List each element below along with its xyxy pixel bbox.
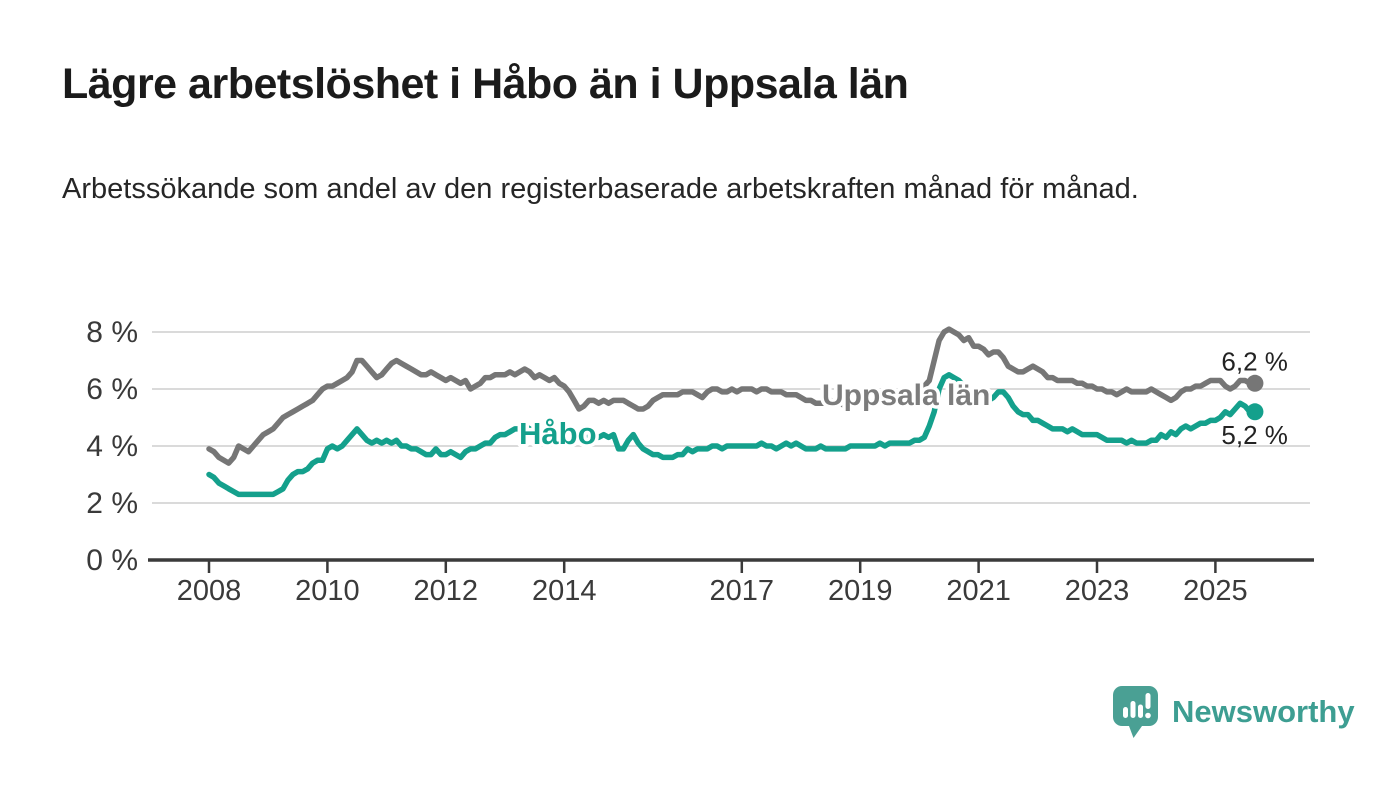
x-axis-tick-label: 2025 — [1183, 575, 1248, 607]
y-axis-label: 2 % — [86, 487, 138, 520]
uppsala-lan-end-dot — [1246, 374, 1264, 392]
habo-inline-label: Håbo — [519, 416, 597, 451]
uppsala-lan-line — [206, 326, 1253, 466]
x-axis-tick-label: 2017 — [710, 575, 775, 607]
habo-line — [206, 372, 1253, 498]
page-title: Lägre arbetslöshet i Håbo än i Uppsala l… — [62, 60, 909, 108]
x-axis-tick-label: 2008 — [177, 575, 242, 607]
habo-end-dot — [1246, 403, 1264, 421]
x-axis-tick-label: 2010 — [295, 575, 360, 607]
y-axis-label: 8 % — [86, 316, 138, 349]
page-subtitle: Arbetssökande som andel av den registerb… — [62, 173, 1139, 205]
y-axis-label: 6 % — [86, 373, 138, 406]
y-axis-label: 0 % — [86, 544, 138, 577]
newsworthy-logo-icon — [1113, 686, 1158, 738]
x-axis-tick-label: 2014 — [532, 575, 597, 607]
habo-end-value-label: 5,2 % — [1221, 420, 1288, 450]
newsworthy-brand: Newsworthy — [1112, 684, 1355, 740]
x-axis-tick-label: 2012 — [414, 575, 479, 607]
uppsala-lan-end-value-label: 6,2 % — [1221, 346, 1288, 376]
x-axis-tick-label: 2021 — [946, 575, 1011, 607]
logo-bar-chart-glyph — [1123, 693, 1151, 719]
x-axis-tick-label: 2019 — [828, 575, 893, 607]
x-axis-tick-label: 2023 — [1065, 575, 1130, 607]
newsworthy-logo-text: Newsworthy — [1172, 694, 1355, 729]
uppsala-lan-inline-label: Uppsala län — [822, 379, 990, 412]
y-axis-label: 4 % — [86, 430, 138, 463]
